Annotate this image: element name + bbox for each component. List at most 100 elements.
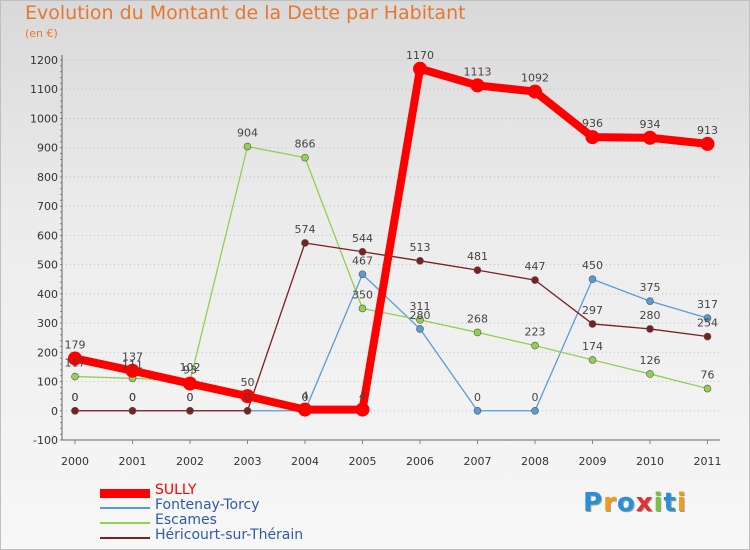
data-point [473,406,482,415]
data-label: 450 [582,259,603,272]
data-point [585,130,600,145]
data-label: 126 [640,354,661,367]
data-point [473,266,482,274]
data-point [355,402,370,417]
x-tick-label: 2005 [349,455,377,468]
x-tick-label: 2000 [61,455,89,468]
series-line-1 [75,273,708,412]
x-tick-label: 2007 [464,455,492,468]
legend-swatch [100,522,150,524]
series-line-3 [75,242,708,412]
data-label: 0 [187,391,194,404]
data-label: 574 [295,223,316,236]
data-point [186,406,194,415]
chart-title: Evolution du Montant de la Dette par Hab… [25,2,466,24]
legend-label: Fontenay-Torcy [155,497,260,513]
data-point [643,130,657,145]
x-tick-label: 2010 [636,455,664,468]
data-label: 174 [582,340,603,353]
data-label: 467 [352,254,373,267]
data-label: 544 [352,232,373,245]
y-tick-label: 400 [37,288,58,301]
data-label: 297 [582,304,603,317]
data-label: 317 [697,298,718,311]
data-label: 1092 [521,72,549,85]
x-tick-label: 2002 [176,455,204,468]
data-point [588,275,597,284]
y-tick-label: 700 [37,200,58,213]
data-point [703,384,712,393]
data-point [588,320,597,328]
data-label: 102 [180,361,201,374]
data-point [416,316,424,324]
legend-label: Escames [155,512,217,528]
x-tick-label: 2011 [694,455,722,468]
data-point [531,276,539,284]
data-label: 4 [302,390,309,403]
data-label: 223 [525,326,546,339]
y-tick-label: -100 [33,434,58,447]
data-point [416,257,424,265]
legend-label: Héricourt-sur-Thérain [155,527,304,543]
data-label: 117 [65,357,86,370]
series-line-2 [74,145,708,390]
data-point [358,270,367,279]
data-point [531,406,539,415]
y-tick-label: 200 [37,346,58,359]
x-tick-label: 2006 [406,455,434,468]
data-point [71,372,79,381]
data-label: 93 [183,364,197,377]
data-label: 913 [697,124,718,137]
data-label: 111 [122,358,143,371]
data-label: 280 [640,309,661,322]
data-label: 936 [582,117,603,130]
data-label: 481 [467,250,488,263]
data-label: 76 [701,369,715,382]
data-point [358,304,367,313]
data-point [301,153,309,162]
y-tick-label: 0 [51,405,58,418]
legend-swatch [100,537,150,539]
x-tick-label: 2001 [119,455,147,468]
y-tick-label: 100 [37,376,58,389]
data-label: 280 [410,309,431,322]
data-label: 904 [237,127,258,140]
data-point [473,328,482,337]
data-point [703,314,712,322]
data-label: 0 [72,391,79,404]
data-label: 0 [72,391,79,404]
data-label: 513 [410,241,431,254]
legend-swatch [100,489,150,498]
data-label: 4 [359,390,366,403]
data-label: 254 [697,317,718,330]
data-label: 0 [244,391,251,404]
data-point [358,247,367,256]
y-tick-label: 600 [37,229,58,242]
data-label: 350 [352,288,373,301]
data-point [700,136,715,151]
data-label: 0 [129,391,136,404]
data-label: 1170 [406,49,434,62]
data-label: 1113 [464,65,492,78]
data-point [243,406,252,415]
data-label: 0 [187,391,194,404]
data-point [528,84,542,99]
series-line-0 [74,64,708,414]
data-label: 0 [129,391,136,404]
y-tick-label: 800 [37,171,58,184]
data-label: 50 [241,376,255,389]
data-label: 0 [532,391,539,404]
y-tick-label: 1200 [30,54,58,67]
data-point [243,142,252,151]
data-point [646,297,654,305]
data-point [301,239,309,247]
data-point [125,363,140,378]
data-point [413,61,427,76]
data-label: 447 [525,260,546,273]
data-label: 268 [467,312,488,325]
data-point [588,356,597,364]
data-point [646,325,654,333]
unit-label: (en €) [25,27,58,40]
data-point [470,78,485,93]
